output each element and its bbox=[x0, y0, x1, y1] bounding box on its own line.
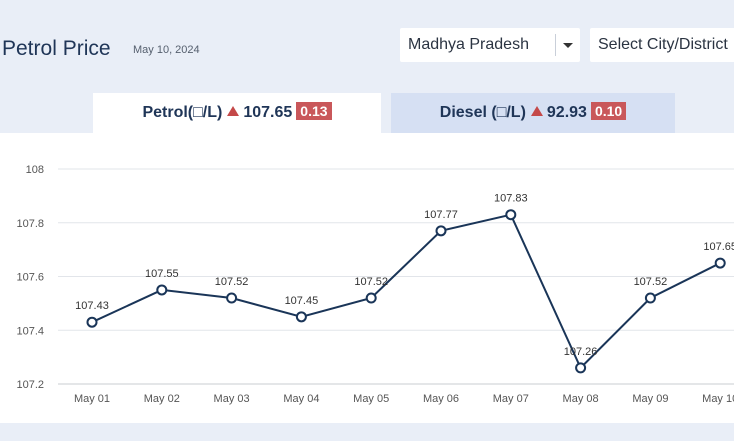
chevron-down-icon[interactable] bbox=[555, 34, 580, 56]
data-label: 107.26 bbox=[564, 346, 598, 358]
data-label: 107.52 bbox=[634, 276, 668, 288]
x-tick-label: May 05 bbox=[353, 393, 389, 405]
price-date: May 10, 2024 bbox=[133, 44, 200, 56]
data-point bbox=[644, 292, 656, 304]
data-label: 107.45 bbox=[285, 295, 319, 307]
series-line bbox=[91, 213, 721, 370]
data-point bbox=[86, 316, 98, 328]
up-arrow-icon bbox=[227, 106, 240, 116]
y-tick-label: 107.4 bbox=[16, 325, 44, 337]
state-select[interactable]: Madhya Pradesh bbox=[400, 28, 580, 62]
y-tick-label: 107.8 bbox=[16, 218, 44, 230]
diesel-change-badge: 0.10 bbox=[590, 102, 627, 120]
x-tick-label: May 04 bbox=[283, 393, 319, 405]
tab-diesel-label: Diesel (□/L) bbox=[439, 104, 526, 121]
state-select-value: Madhya Pradesh bbox=[408, 36, 529, 53]
data-point bbox=[365, 292, 377, 304]
city-select[interactable]: Select City/District bbox=[590, 28, 734, 62]
data-point bbox=[156, 284, 168, 296]
header: Petrol Price May 10, 2024 Madhya Pradesh… bbox=[0, 0, 734, 92]
data-label: 107.83 bbox=[494, 193, 528, 205]
tab-petrol[interactable]: Petrol(□/L) 107.65 0.13 bbox=[93, 93, 381, 133]
y-tick-label: 108 bbox=[26, 164, 44, 176]
data-point bbox=[575, 362, 587, 374]
y-tick-label: 107.6 bbox=[16, 272, 44, 284]
x-tick-label: May 01 bbox=[74, 393, 110, 405]
city-select-value: Select City/District bbox=[598, 36, 728, 53]
x-tick-label: May 07 bbox=[493, 393, 529, 405]
petrol-price: 107.65 bbox=[243, 104, 293, 121]
page-title: Petrol Price bbox=[2, 37, 111, 60]
petrol-change-badge: 0.13 bbox=[296, 102, 332, 120]
data-label: 107.65 bbox=[703, 241, 734, 253]
data-label: 107.55 bbox=[145, 268, 179, 280]
data-point bbox=[714, 257, 726, 269]
x-tick-label: May 09 bbox=[632, 393, 668, 405]
y-tick-label: 107.2 bbox=[16, 379, 44, 391]
x-tick-label: May 03 bbox=[214, 393, 250, 405]
data-point bbox=[226, 292, 238, 304]
chart-area: 108 107.8 107.6 107.4 107.2 May 01 May 02 May 0… bbox=[0, 133, 734, 423]
diesel-price: 92.93 bbox=[546, 104, 587, 121]
tab-diesel[interactable]: Diesel (□/L) 92.93 0.10 bbox=[391, 93, 675, 133]
x-tick-label: May 08 bbox=[563, 393, 599, 405]
data-point bbox=[505, 209, 517, 221]
footer-strip bbox=[0, 423, 734, 441]
data-point bbox=[295, 311, 307, 323]
price-line-chart: 108 107.8 107.6 107.4 107.2 May 01 May 02 May 0… bbox=[16, 164, 734, 405]
x-tick-label: May 02 bbox=[144, 393, 180, 405]
data-label: 107.52 bbox=[354, 276, 388, 288]
data-point bbox=[435, 225, 447, 237]
up-arrow-icon bbox=[530, 106, 543, 116]
data-label: 107.77 bbox=[424, 209, 458, 221]
x-tick-label: May 10 bbox=[702, 393, 734, 405]
data-label: 107.52 bbox=[215, 276, 249, 288]
x-tick-label: May 06 bbox=[423, 393, 459, 405]
data-label: 107.43 bbox=[75, 300, 109, 312]
tab-petrol-label: Petrol(□/L) bbox=[142, 104, 223, 121]
